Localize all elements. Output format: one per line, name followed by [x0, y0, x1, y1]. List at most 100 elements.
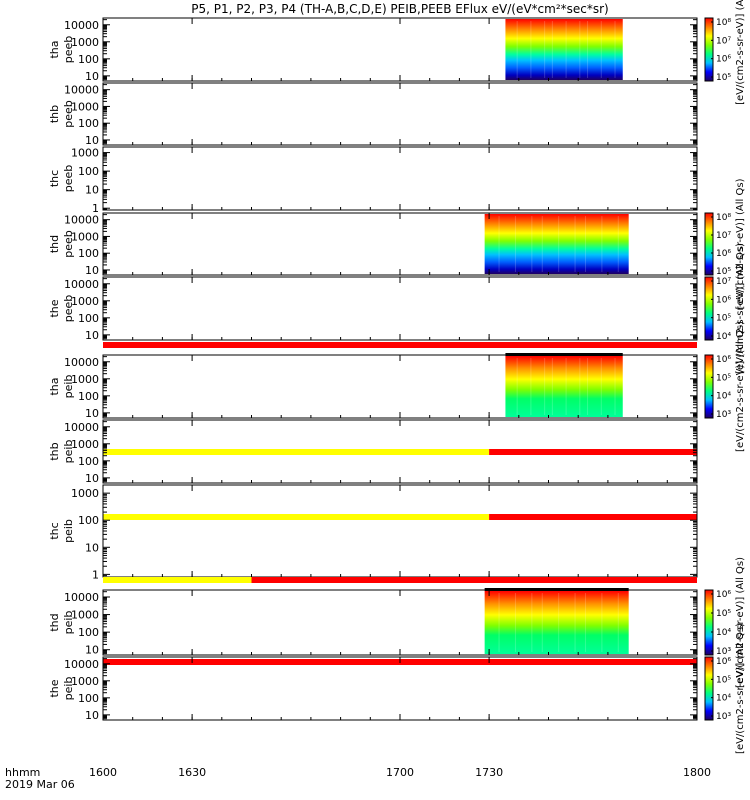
y-tick-label: 10000 [64, 278, 99, 291]
y-tick-label: 1000 [71, 675, 99, 688]
status-flag-segment [489, 514, 697, 520]
colorbar-tick-label: 10³ [716, 712, 731, 722]
y-tick-label: 10000 [64, 214, 99, 227]
panel-label-probe: thb [48, 442, 61, 460]
y-tick-label: 10 [85, 70, 99, 83]
colorbar [704, 656, 714, 721]
plot-title: P5, P1, P2, P3, P4 (TH-A,B,C,D,E) PEIB,P… [191, 2, 608, 16]
spectrogram-block [484, 591, 629, 654]
panel-label-product: peeb [62, 100, 75, 128]
y-tick-label: 100 [78, 390, 99, 403]
colorbar-tick-label: 10⁶ [716, 590, 731, 600]
y-tick-label: 1000 [71, 147, 99, 160]
time-axis-date: 2019 Mar 06 [5, 778, 75, 791]
colorbar-label: [eV/(cm2-s-sr-eV)] (All Qs) [735, 557, 746, 688]
colorbar [704, 276, 714, 341]
panel-label-product: peeb [62, 230, 75, 258]
time-axis: hhmm 2019 Mar 06 1600 1630 1700 1730 1800 [5, 766, 711, 791]
colorbar-tick-label: 10⁵ [716, 609, 731, 619]
panel-label-product: peib [62, 519, 75, 543]
spectrogram-block [484, 214, 629, 274]
y-tick-label: 1000 [71, 609, 99, 622]
colorbar-label: [eV/(cm2-s-sr-eV)] (All Qs) [735, 178, 746, 309]
status-flag-segment [103, 449, 490, 455]
y-tick-label: 10000 [64, 421, 99, 434]
y-tick-label: 100 [78, 455, 99, 468]
y-tick-label: 1000 [71, 295, 99, 308]
panel-label-product: peib [62, 677, 75, 701]
y-tick-label: 10 [85, 541, 99, 554]
panel-label-product: peeb [62, 165, 75, 193]
colorbar [704, 354, 714, 419]
panel-label-product: peib [62, 375, 75, 399]
colorbar-tick-label: 10⁴ [716, 392, 731, 402]
status-flag-segment [103, 342, 697, 348]
y-tick-label: 100 [78, 514, 99, 527]
colorbar-tick-label: 10³ [716, 647, 731, 657]
status-flag-segment [103, 577, 252, 583]
panel-label-probe: tha [48, 40, 61, 58]
colorbar [704, 589, 714, 656]
panel-frame [102, 146, 698, 211]
y-tick-label: 10 [85, 709, 99, 722]
panel-label-probe: thb [48, 105, 61, 123]
colorbar-label: [eV/(cm2-s-sr-eV)] (All Qs) [735, 321, 746, 452]
colorbar-tick-label: 10⁶ [716, 295, 731, 305]
colorbar-tick-label: 10⁸ [716, 213, 731, 223]
colorbar-tick-label: 10⁴ [716, 694, 731, 704]
x-tick-label: 1600 [89, 766, 117, 779]
panel-label-probe: the [48, 679, 61, 697]
x-tick-label: 1730 [475, 766, 503, 779]
panel-frame [102, 276, 698, 341]
colorbar-tick-label: 10⁵ [716, 373, 731, 383]
colorbar [704, 17, 714, 82]
y-tick-label: 1 [92, 202, 99, 215]
y-tick-label: 10000 [64, 84, 99, 97]
y-tick-label: 100 [78, 117, 99, 130]
panel-label-product: peeb [62, 36, 75, 64]
y-tick-label: 1000 [71, 438, 99, 451]
colorbar-tick-label: 10⁵ [716, 267, 731, 277]
colorbar-tick-label: 10⁷ [716, 231, 731, 241]
x-tick-label: 1800 [683, 766, 711, 779]
colorbar-label: [eV/(cm2-s-sr-eV)] (All [735, 0, 746, 105]
colorbar-tick-label: 10⁷ [716, 36, 731, 46]
y-tick-label: 10000 [64, 591, 99, 604]
y-tick-label: 10000 [64, 658, 99, 671]
colorbar-tick-label: 10⁶ [716, 657, 731, 667]
y-tick-label: 10 [85, 134, 99, 147]
y-tick-label: 10000 [64, 356, 99, 369]
panel-label-product: peeb [62, 295, 75, 323]
x-tick-label: 1700 [386, 766, 414, 779]
panel-label-product: peib [62, 611, 75, 635]
colorbar-label: [eV/(cm2-s-sr-eV)] (All Qs) [735, 623, 746, 754]
y-tick-label: 100 [78, 626, 99, 639]
y-tick-label: 1000 [71, 487, 99, 500]
y-tick-label: 100 [78, 165, 99, 178]
panel-frame [102, 656, 698, 721]
y-tick-label: 10 [85, 472, 99, 485]
panel-label-product: peib [62, 440, 75, 464]
colorbar-label: [eV/(cm2-s-sr-eV)] (All Qs) [735, 243, 746, 374]
panel-label-probe: thc [48, 170, 61, 187]
colorbar-tick-label: 10⁶ [716, 55, 731, 65]
colorbar-tick-label: 10⁴ [716, 628, 731, 638]
time-axis-row-label: hhmm [5, 766, 40, 779]
panel-label-probe: tha [48, 377, 61, 395]
panel-label-probe: the [48, 299, 61, 317]
panel-frame [102, 82, 698, 146]
colorbar-tick-label: 10⁶ [716, 355, 731, 365]
panel-frame [102, 484, 698, 578]
y-tick-label: 1 [92, 568, 99, 581]
colorbar-tick-label: 10³ [716, 410, 731, 420]
colorbar-tick-label: 10⁵ [716, 314, 731, 324]
y-tick-label: 1000 [71, 36, 99, 49]
y-tick-label: 1000 [71, 100, 99, 113]
colorbar [704, 212, 714, 276]
